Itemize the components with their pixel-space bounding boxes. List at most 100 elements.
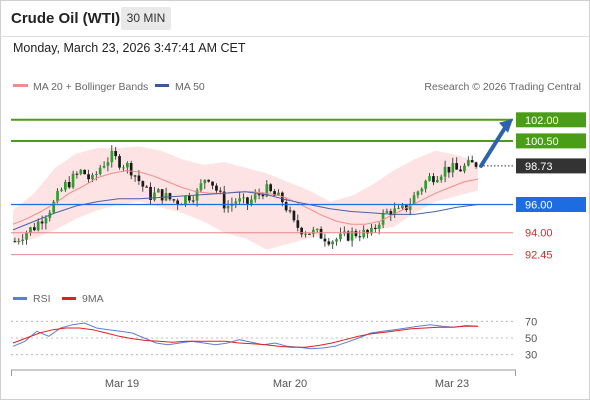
candle-body [374, 227, 377, 229]
candle-body [424, 180, 427, 189]
candle-body [281, 192, 284, 203]
candle-body [211, 181, 214, 186]
candle-body [296, 220, 300, 228]
price-levels: 102.00 100.50 98.73 96.00 94.00 92.45 [11, 112, 586, 262]
bollinger-band-area [13, 146, 478, 250]
support-label: 94.00 [525, 228, 553, 240]
candle-body [91, 175, 94, 180]
candle-body [52, 201, 55, 213]
candle-body [273, 191, 276, 196]
candle-body [381, 212, 385, 225]
candle-body [60, 189, 63, 191]
candle-body [432, 176, 435, 183]
candle-body [172, 199, 176, 201]
candle-body [346, 231, 350, 241]
candle-body [277, 192, 280, 196]
chart-header: Crude Oil (WTI) 30 MIN [0, 0, 590, 36]
candle-body [474, 162, 478, 167]
candle-body [122, 167, 125, 169]
candle-body [13, 241, 17, 243]
candle-body [207, 179, 210, 182]
ma50-legend-label: MA 50 [175, 81, 205, 93]
candle-body [44, 218, 48, 224]
rsi-ma-legend-label: 9MA [82, 293, 104, 305]
candle-body [401, 205, 404, 209]
candle-body [191, 200, 195, 202]
pivot-label: 96.00 [525, 200, 553, 212]
time-tick-label: Mar 20 [273, 378, 307, 390]
candle-body [145, 186, 148, 188]
candle-body [75, 173, 79, 175]
candle-body [416, 191, 420, 196]
candle-body [362, 229, 365, 238]
timeframe-button[interactable]: 30 MIN [121, 7, 171, 30]
support-label: 92.45 [525, 250, 553, 262]
credit-text: Research © 2026 Trading Central [424, 81, 581, 93]
rsi-ma-line [12, 325, 478, 348]
candle-body [261, 194, 265, 197]
candle-body [215, 185, 218, 191]
candle-body [137, 175, 141, 182]
candle-body [288, 210, 292, 212]
candle-body [176, 200, 179, 205]
rsi-tick-label: 70 [525, 316, 537, 328]
forecast-arrow-shaft [479, 125, 507, 168]
candle-body [67, 182, 71, 188]
candle-body [21, 239, 24, 241]
candle-body [377, 224, 381, 229]
candle-body [315, 228, 319, 230]
candle-body [265, 184, 269, 197]
bb-legend-swatch [13, 84, 28, 87]
forecast-arrow-head [499, 118, 513, 133]
candle-body [370, 227, 373, 234]
rsi-legend: RSI 9MA [13, 293, 104, 305]
header-divider [0, 36, 590, 37]
candle-body [36, 221, 40, 231]
candle-body [149, 186, 152, 200]
rsi-ma-legend-swatch [62, 297, 76, 300]
candle-body [253, 194, 257, 200]
rsi-legend-label: RSI [33, 293, 51, 305]
candle-body [335, 239, 338, 242]
candle-body [284, 202, 288, 211]
candle-body [141, 181, 145, 187]
candle-body [133, 175, 137, 177]
candle-body [234, 201, 238, 204]
candle-body [439, 176, 443, 180]
candle-body [459, 169, 462, 172]
candle-body [83, 169, 86, 175]
time-tick-label: Mar 23 [435, 378, 469, 390]
candle-body [64, 182, 67, 190]
rsi-tick-label: 50 [525, 333, 537, 345]
candle-body [129, 163, 133, 176]
candle-body [447, 166, 451, 173]
rsi-legend-swatch [13, 297, 27, 300]
candle-body [470, 160, 474, 163]
candle-body [443, 166, 447, 177]
candle-body [451, 163, 455, 173]
candle-body [323, 238, 327, 242]
timestamp: Monday, March 23, 2026 3:47:41 AM CET [13, 41, 246, 55]
candle-body [428, 176, 431, 181]
last-price-box [516, 158, 586, 174]
candle-body [463, 165, 466, 172]
candle-body [393, 208, 396, 215]
candle-body [246, 197, 249, 204]
candle-body [242, 197, 245, 199]
candle-body [308, 233, 311, 235]
candle-body [226, 206, 230, 209]
candle-body [350, 231, 354, 241]
candle-body [238, 198, 241, 202]
candle-body [219, 190, 222, 192]
candle-body [126, 163, 129, 168]
bb-legend-label: MA 20 + Bollinger Bands [33, 81, 148, 93]
candle-body [455, 163, 458, 170]
candle-body [203, 179, 207, 184]
pivot-box [516, 197, 586, 212]
time-axis: Mar 19 Mar 20 Mar 23 [11, 369, 516, 390]
resistance-box [516, 133, 586, 149]
candle-body [102, 165, 106, 168]
candle-body [389, 211, 393, 216]
candle-body [397, 208, 400, 210]
price-legend: MA 20 + Bollinger Bands MA 50 Research ©… [13, 81, 581, 93]
